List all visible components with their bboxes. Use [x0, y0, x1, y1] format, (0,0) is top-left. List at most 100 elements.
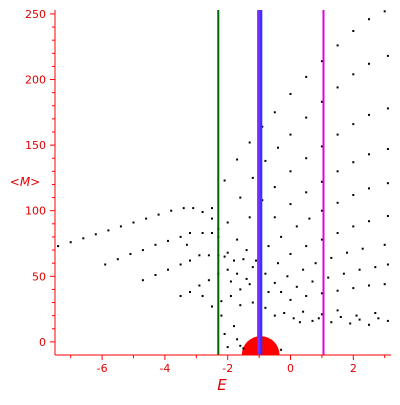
data-point: [383, 10, 386, 13]
data-point: [295, 225, 298, 228]
data-point: [358, 318, 361, 321]
points-layer: [57, 10, 389, 351]
data-point: [311, 319, 314, 322]
data-point: [185, 243, 188, 246]
data-point: [239, 288, 242, 291]
data-point: [368, 284, 370, 287]
y-tick-label: 200: [25, 74, 46, 87]
y-tick-label: 50: [32, 270, 46, 283]
data-point: [248, 283, 251, 286]
data-point: [298, 321, 301, 324]
data-point: [368, 62, 370, 65]
data-point: [320, 60, 323, 63]
data-point: [368, 220, 370, 223]
data-point: [305, 116, 308, 119]
data-point: [289, 203, 292, 206]
y-tick-label: 250: [25, 8, 46, 21]
data-point: [336, 232, 339, 234]
data-point: [141, 279, 144, 282]
data-point: [201, 295, 204, 297]
data-point: [236, 338, 239, 341]
data-point: [198, 254, 201, 257]
data-point: [336, 170, 339, 173]
data-point: [264, 306, 267, 309]
data-point: [289, 133, 292, 136]
x-axis-label: E: [217, 376, 227, 394]
data-point: [289, 170, 292, 173]
data-point: [383, 243, 386, 246]
data-point: [223, 179, 226, 182]
data-point: [368, 18, 370, 21]
data-point: [374, 312, 377, 314]
data-point: [236, 158, 239, 161]
data-point: [57, 245, 60, 248]
data-point: [349, 322, 352, 325]
data-point: [273, 216, 276, 219]
axes-layer: -6 -4 -2 0 2 0 50 100 150 200 250: [25, 8, 391, 375]
data-point: [289, 298, 292, 301]
data-point: [336, 86, 339, 89]
data-point: [289, 253, 292, 255]
data-point: [242, 347, 245, 350]
data-point: [320, 100, 323, 103]
data-point: [336, 289, 339, 292]
data-point: [320, 292, 323, 295]
x-tick-label: -4: [159, 362, 170, 375]
data-point: [248, 141, 251, 144]
data-point: [302, 268, 305, 271]
data-point: [245, 249, 248, 252]
data-point: [277, 146, 279, 149]
data-point: [201, 232, 204, 234]
data-point: [239, 344, 242, 347]
data-point: [207, 279, 210, 282]
data-point: [374, 266, 377, 269]
data-point: [386, 263, 389, 266]
data-point: [361, 247, 364, 250]
data-point: [305, 191, 308, 194]
data-point: [223, 255, 226, 258]
data-point: [264, 159, 267, 162]
data-point: [226, 346, 229, 349]
data-point: [305, 245, 308, 248]
data-point: [145, 217, 148, 220]
data-point: [320, 180, 323, 183]
data-point: [242, 258, 245, 261]
data-point: [368, 113, 370, 116]
vertical-lines-layer: [217, 10, 325, 355]
data-point: [368, 187, 370, 190]
data-point: [295, 285, 298, 288]
data-point: [229, 295, 232, 297]
x-tick-label: -2: [222, 362, 233, 375]
data-point: [226, 221, 229, 224]
data-point: [317, 317, 320, 320]
data-point: [368, 153, 370, 156]
data-point: [154, 243, 157, 246]
data-point: [346, 251, 348, 254]
data-point: [352, 225, 355, 228]
data-point: [320, 209, 323, 212]
data-point: [277, 262, 279, 265]
data-point: [327, 276, 330, 279]
x-tick-label: 0: [287, 362, 294, 375]
data-point: [220, 314, 223, 317]
data-point: [264, 272, 267, 275]
data-point: [377, 317, 380, 320]
data-point: [280, 235, 283, 238]
data-point: [211, 207, 213, 210]
data-point: [82, 237, 85, 240]
data-point: [320, 238, 323, 241]
data-point: [336, 133, 339, 136]
data-point: [251, 301, 254, 304]
data-point: [157, 213, 160, 216]
data-point: [358, 268, 361, 271]
data-point: [129, 253, 132, 255]
data-point: [368, 323, 370, 326]
data-point: [167, 268, 169, 271]
data-point: [69, 241, 72, 244]
data-point: [302, 310, 305, 313]
data-point: [233, 325, 235, 328]
data-point: [280, 291, 283, 293]
data-point: [251, 266, 254, 269]
data-point: [330, 256, 333, 259]
